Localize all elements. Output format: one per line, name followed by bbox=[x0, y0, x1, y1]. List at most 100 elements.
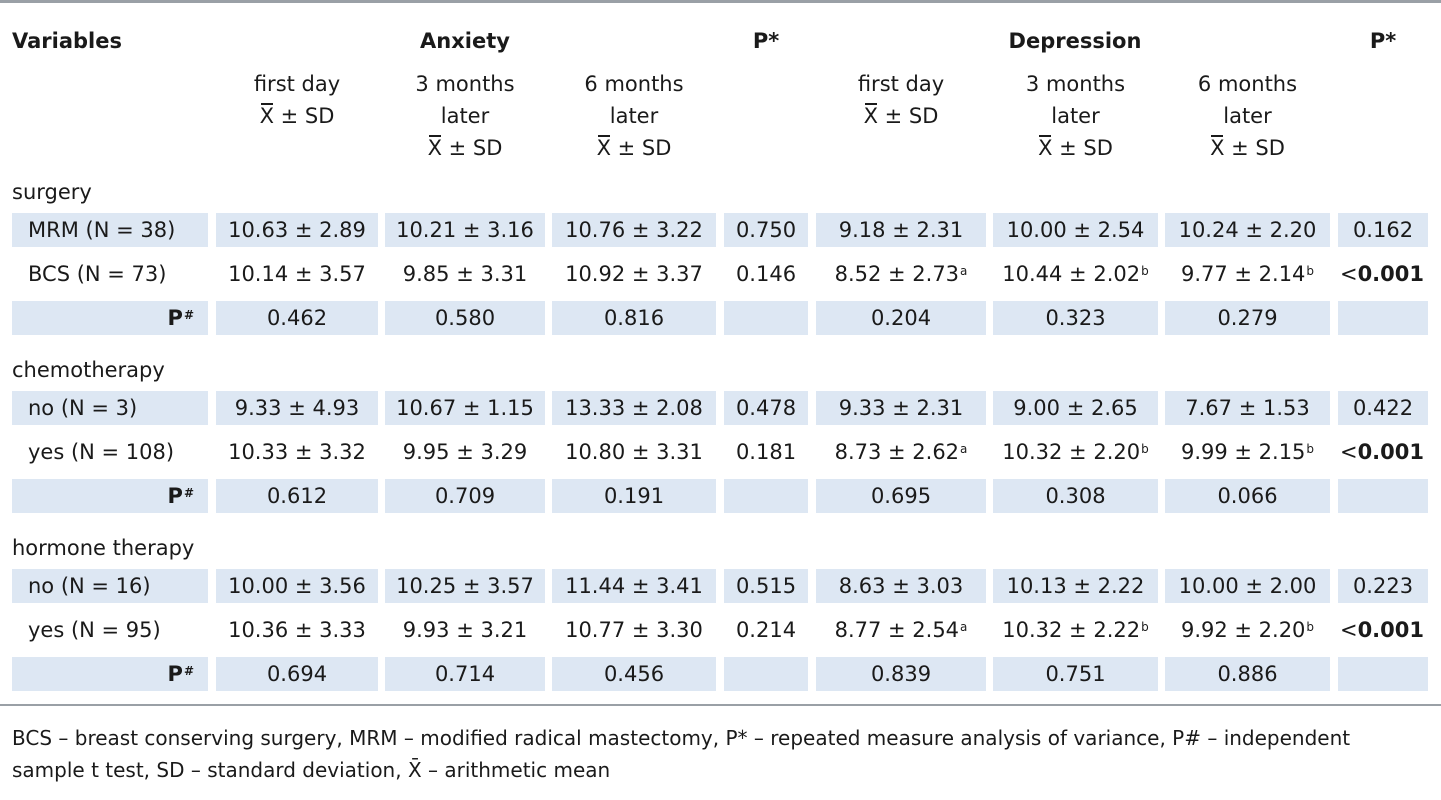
table-cell: 11.44 ± 3.41 bbox=[552, 569, 716, 603]
column-subheader: 3 months later X ± SD bbox=[385, 68, 545, 164]
subheader-line: X ± SD bbox=[993, 132, 1158, 164]
table-cell: 9.85 ± 3.31 bbox=[402, 262, 528, 286]
table-cell: 0.839 bbox=[816, 657, 986, 691]
table-cell: 9.93 ± 3.21 bbox=[402, 618, 528, 642]
header-depression: Depression bbox=[1008, 29, 1142, 53]
table-footnote: BCS – breast conserving surgery, MRM – m… bbox=[12, 726, 1351, 782]
mean-symbol: X bbox=[260, 100, 274, 132]
table-cell bbox=[724, 479, 808, 513]
table-cell bbox=[1338, 479, 1428, 513]
table-cell: 8.52 ± 2.73 a bbox=[834, 262, 968, 286]
group-label: chemotherapy bbox=[12, 358, 165, 382]
row-label: no (N = 16) bbox=[12, 569, 208, 603]
table-cell: 9.00 ± 2.65 bbox=[993, 391, 1158, 425]
table-cell: 0.066 bbox=[1165, 479, 1330, 513]
table-cell: 0.181 bbox=[735, 440, 797, 464]
table-cell: 10.00 ± 3.56 bbox=[216, 569, 378, 603]
header-p-star: P* bbox=[752, 29, 780, 53]
table-cell: 10.14 ± 3.57 bbox=[228, 262, 366, 286]
subheader-line: 6 months bbox=[584, 72, 684, 96]
table-cell: < 0.001 bbox=[1339, 618, 1424, 642]
header-variables: Variables bbox=[12, 29, 122, 53]
table-cell: 9.77 ± 2.14 b bbox=[1180, 262, 1315, 286]
subheader-line: 6 months bbox=[1197, 72, 1298, 96]
table-cell: 0.214 bbox=[735, 618, 797, 642]
subheader-line: X ± SD bbox=[816, 100, 986, 132]
table-cell: 10.33 ± 3.32 bbox=[228, 440, 366, 464]
table-cell: 0.191 bbox=[552, 479, 716, 513]
table-cell: 9.95 ± 3.29 bbox=[402, 440, 528, 464]
table-cell: 0.612 bbox=[216, 479, 378, 513]
subheader-line: later bbox=[609, 104, 659, 128]
p-hash-label: P # bbox=[12, 301, 208, 335]
table-cell: 9.99 ± 2.15 b bbox=[1180, 440, 1315, 464]
table-cell: 0.308 bbox=[993, 479, 1158, 513]
table-cell: 0.279 bbox=[1165, 301, 1330, 335]
table-cell: 9.92 ± 2.20 b bbox=[1180, 618, 1315, 642]
row-label: yes (N = 95) bbox=[28, 618, 161, 642]
table-cell bbox=[1338, 301, 1428, 335]
table-cell: 0.223 bbox=[1338, 569, 1428, 603]
table-cell: 0.580 bbox=[385, 301, 545, 335]
mean-symbol: X bbox=[597, 132, 611, 164]
column-subheader: first day X ± SD bbox=[216, 68, 378, 132]
mean-symbol: X bbox=[1038, 132, 1052, 164]
table-cell: 10.13 ± 2.22 bbox=[993, 569, 1158, 603]
mean-symbol: X bbox=[428, 132, 442, 164]
row-label: yes (N = 108) bbox=[28, 440, 175, 464]
table-cell: 7.67 ± 1.53 bbox=[1165, 391, 1330, 425]
column-subheader: first day X ± SD bbox=[816, 68, 986, 132]
table-cell: 10.21 ± 3.16 bbox=[385, 213, 545, 247]
table-cell bbox=[724, 301, 808, 335]
table-cell: 10.32 ± 2.22 b bbox=[1002, 618, 1149, 642]
top-rule bbox=[0, 0, 1441, 3]
row-label: MRM (N = 38) bbox=[12, 213, 208, 247]
column-subheader: 6 months later X ± SD bbox=[552, 68, 716, 164]
table-cell: 10.92 ± 3.37 bbox=[565, 262, 703, 286]
table-cell: 8.73 ± 2.62 a bbox=[834, 440, 968, 464]
column-subheader: 6 months later X ± SD bbox=[1165, 68, 1330, 164]
table-cell: 0.695 bbox=[816, 479, 986, 513]
table-cell: 0.162 bbox=[1338, 213, 1428, 247]
table-cell: 10.80 ± 3.31 bbox=[565, 440, 703, 464]
subheader-line: later bbox=[1223, 104, 1272, 128]
table-cell: 10.76 ± 3.22 bbox=[552, 213, 716, 247]
table-cell: 10.00 ± 2.54 bbox=[993, 213, 1158, 247]
row-label: BCS (N = 73) bbox=[28, 262, 167, 286]
table-cell: 8.63 ± 3.03 bbox=[816, 569, 986, 603]
table-cell bbox=[1338, 657, 1428, 691]
header-p-star-2: P* bbox=[1369, 29, 1397, 53]
bold-value: 0.001 bbox=[1357, 440, 1424, 464]
subheader-line: X ± SD bbox=[552, 132, 716, 164]
p-hash-label: P # bbox=[12, 479, 208, 513]
bottom-rule bbox=[0, 704, 1441, 706]
table-cell: 0.204 bbox=[816, 301, 986, 335]
subheader-line: X ± SD bbox=[216, 100, 378, 132]
table-cell: 10.67 ± 1.15 bbox=[385, 391, 545, 425]
table-cell: 13.33 ± 2.08 bbox=[552, 391, 716, 425]
subheader-line: X ± SD bbox=[1165, 132, 1330, 164]
table-cell: 0.694 bbox=[216, 657, 378, 691]
table-cell: 0.816 bbox=[552, 301, 716, 335]
table-cell: < 0.001 bbox=[1339, 440, 1424, 464]
p-hash-label: P # bbox=[12, 657, 208, 691]
subheader-line: first day bbox=[857, 72, 945, 96]
table-cell: 0.751 bbox=[993, 657, 1158, 691]
table-cell: 0.478 bbox=[724, 391, 808, 425]
table-cell: 0.709 bbox=[385, 479, 545, 513]
group-label: hormone therapy bbox=[12, 536, 195, 560]
subheader-line: later bbox=[1051, 104, 1100, 128]
table-cell: 10.63 ± 2.89 bbox=[216, 213, 378, 247]
subheader-line: 3 months bbox=[415, 72, 515, 96]
bold-value: 0.001 bbox=[1357, 262, 1424, 286]
subheader-line: first day bbox=[253, 72, 341, 96]
table-cell: 0.323 bbox=[993, 301, 1158, 335]
table-cell: 0.462 bbox=[216, 301, 378, 335]
subheader-line: X ± SD bbox=[385, 132, 545, 164]
bold-value: 0.001 bbox=[1357, 618, 1424, 642]
table-cell: 9.33 ± 2.31 bbox=[816, 391, 986, 425]
header-anxiety: Anxiety bbox=[420, 29, 510, 53]
table-cell: < 0.001 bbox=[1339, 262, 1424, 286]
column-subheader: 3 months later X ± SD bbox=[993, 68, 1158, 164]
